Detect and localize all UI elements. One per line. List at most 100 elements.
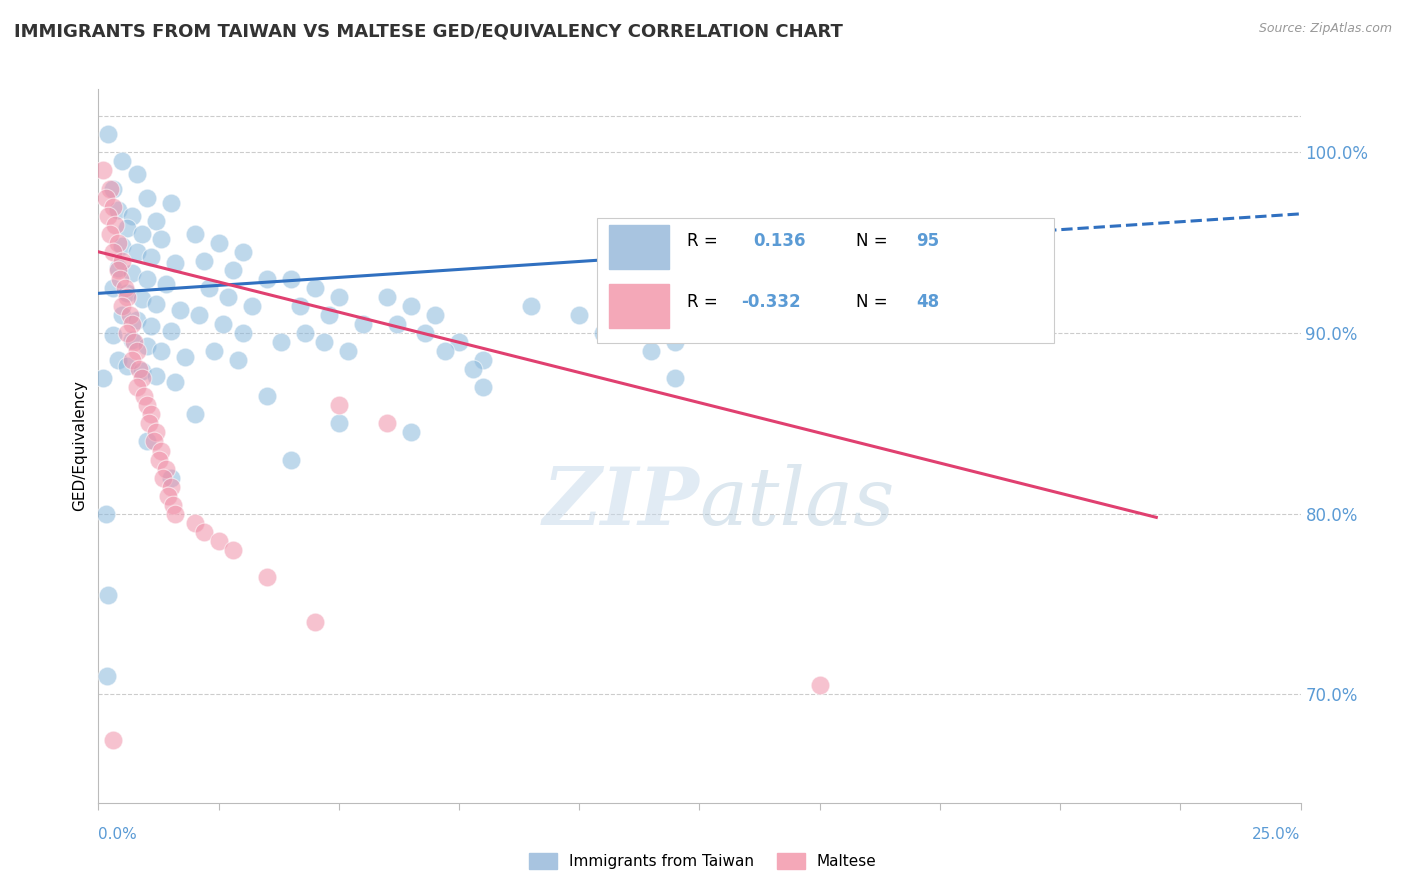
Point — [149, 232, 172, 246]
Point — [162, 498, 184, 512]
Point — [97, 588, 120, 602]
Point — [107, 263, 129, 277]
Point — [447, 335, 470, 350]
Point — [157, 489, 180, 503]
Point — [97, 128, 120, 142]
Point — [101, 200, 124, 214]
Point — [415, 326, 437, 340]
Point — [111, 253, 134, 268]
Point — [280, 452, 302, 467]
Point — [202, 344, 225, 359]
Point — [256, 570, 278, 584]
FancyBboxPatch shape — [598, 218, 1054, 343]
Point — [808, 326, 831, 340]
Point — [125, 344, 148, 359]
Point — [318, 308, 340, 322]
Text: 48: 48 — [915, 293, 939, 310]
Point — [664, 371, 686, 385]
Point — [159, 470, 181, 484]
Point — [423, 308, 446, 322]
Point — [856, 299, 879, 313]
Point — [148, 452, 170, 467]
Point — [472, 353, 495, 368]
Point — [188, 308, 211, 322]
Text: atlas: atlas — [699, 465, 894, 541]
Point — [138, 417, 160, 431]
Point — [101, 281, 124, 295]
Point — [135, 339, 157, 353]
Point — [117, 326, 139, 340]
Point — [124, 335, 146, 350]
Legend: Immigrants from Taiwan, Maltese: Immigrants from Taiwan, Maltese — [523, 847, 883, 875]
Point — [131, 364, 153, 378]
Point — [96, 669, 118, 683]
Point — [953, 290, 976, 304]
Point — [135, 398, 157, 412]
Point — [183, 516, 205, 530]
Point — [121, 317, 143, 331]
FancyBboxPatch shape — [609, 225, 669, 269]
Point — [520, 299, 543, 313]
Point — [352, 317, 374, 331]
Text: -0.332: -0.332 — [741, 293, 801, 310]
Point — [155, 277, 177, 292]
Point — [165, 375, 187, 389]
Point — [145, 297, 167, 311]
Point — [141, 250, 163, 264]
Point — [183, 227, 205, 241]
Point — [385, 317, 408, 331]
Point — [135, 434, 157, 449]
Point — [193, 524, 215, 539]
Point — [232, 326, 254, 340]
Point — [328, 290, 350, 304]
Point — [337, 344, 360, 359]
Point — [592, 326, 614, 340]
Point — [294, 326, 316, 340]
Point — [399, 425, 422, 440]
Point — [141, 318, 163, 333]
Point — [121, 334, 143, 348]
Point — [375, 290, 398, 304]
Point — [212, 317, 235, 331]
Point — [314, 335, 336, 350]
Point — [640, 344, 662, 359]
Point — [664, 335, 686, 350]
Point — [193, 253, 215, 268]
Point — [198, 281, 221, 295]
Point — [125, 167, 148, 181]
Text: 95: 95 — [915, 232, 939, 250]
Text: N =: N = — [856, 293, 893, 310]
Point — [97, 209, 120, 223]
Point — [104, 218, 127, 232]
Point — [433, 344, 456, 359]
Point — [149, 344, 172, 359]
Point — [135, 272, 157, 286]
Point — [328, 398, 350, 412]
Point — [232, 244, 254, 259]
Point — [94, 507, 117, 521]
Point — [142, 434, 165, 449]
Point — [100, 227, 122, 241]
Point — [111, 154, 134, 169]
Point — [101, 732, 124, 747]
Point — [472, 380, 495, 394]
Point — [91, 371, 114, 385]
Point — [128, 362, 150, 376]
Point — [174, 350, 197, 364]
Point — [125, 313, 148, 327]
Point — [94, 191, 117, 205]
Point — [117, 359, 139, 373]
Point — [101, 327, 124, 342]
Text: R =: R = — [688, 232, 728, 250]
Point — [117, 221, 139, 235]
Point — [111, 299, 134, 313]
Point — [100, 181, 122, 195]
Point — [108, 272, 131, 286]
Point — [304, 615, 326, 629]
Point — [155, 461, 177, 475]
Text: ZIP: ZIP — [543, 465, 699, 541]
Point — [141, 408, 163, 422]
Point — [132, 389, 155, 403]
Text: Source: ZipAtlas.com: Source: ZipAtlas.com — [1258, 22, 1392, 36]
Point — [117, 286, 139, 301]
